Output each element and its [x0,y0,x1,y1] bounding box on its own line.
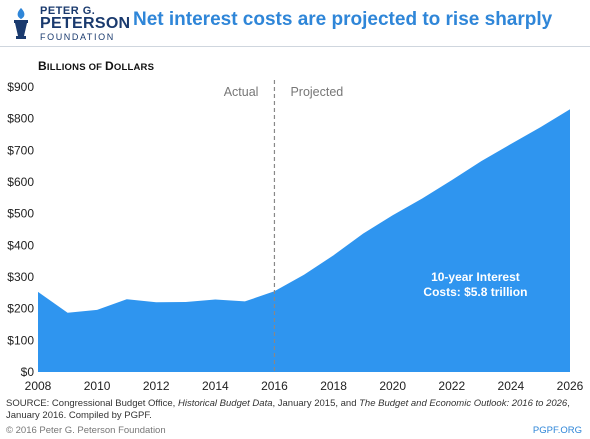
source-note: SOURCE: Congressional Budget Office, His… [6,398,584,422]
x-axis-ticks: 2008 2010 2012 2014 2016 2018 2020 2022 2024 2026 [25,379,584,393]
y-tick-label: $800 [7,112,34,126]
header: PETER G. PETERSON FOUNDATION Net interes… [0,0,590,46]
source-text-4: The Budget and Economic Outlook: 2016 to… [359,398,568,409]
source-text-2: Historical Budget Data [177,398,273,409]
y-axis-label: BILLIONS OF DOLLARS [38,59,154,73]
y-tick-label: $900 [7,80,34,94]
x-tick-label: 2018 [320,379,347,393]
source-text-3: , January 2015, and [272,398,360,409]
y-axis-label-illions: ILLIONS OF [46,62,106,73]
annotation-line2: Costs: $5.8 trillion [423,285,527,299]
source-text-5: , January 2016. Compiled by PGPF. [6,398,570,421]
x-tick-label: 2008 [25,379,52,393]
copyright: © 2016 Peter G. Peterson Foundation [6,425,166,436]
x-tick-label: 2026 [557,379,584,393]
label-actual: Actual [224,85,259,99]
header-divider [0,46,590,47]
y-tick-label: $0 [21,365,35,379]
chart-title: Net interest costs are projected to rise… [133,9,553,30]
y-axis-label-b: B [38,59,47,73]
y-tick-label: $100 [7,333,34,347]
y-axis-ticks: $0 $100 $200 $300 $400 $500 $600 $700 $800 $900 [7,80,34,379]
x-tick-label: 2020 [379,379,406,393]
logo[interactable]: PETER G. PETERSON FOUNDATION [6,4,130,42]
y-tick-label: $700 [7,143,34,157]
x-tick-label: 2024 [498,379,525,393]
y-tick-label: $400 [7,238,34,252]
torch-logo-icon [6,6,36,40]
annotation-line1: 10-year Interest [431,270,520,284]
logo-text-line3: FOUNDATION [40,32,115,42]
y-tick-label: $300 [7,270,34,284]
y-axis-label-ollars: OLLARS [113,62,155,73]
x-tick-label: 2016 [261,379,288,393]
logo-text-line2: PETERSON [40,15,131,32]
x-tick-label: 2012 [143,379,170,393]
x-tick-label: 2014 [202,379,229,393]
y-tick-label: $600 [7,175,34,189]
label-projected: Projected [290,85,343,99]
y-tick-label: $200 [7,302,34,316]
y-axis-label-d: D [105,59,114,73]
x-tick-label: 2010 [84,379,111,393]
interest-cost-area [38,109,570,372]
x-tick-label: 2022 [438,379,465,393]
y-tick-label: $500 [7,207,34,221]
source-text-1: SOURCE: Congressional Budget Office, [6,398,178,409]
site-link[interactable]: PGPF.ORG [532,425,582,436]
logo-text-line1: PETER G. [40,5,96,17]
